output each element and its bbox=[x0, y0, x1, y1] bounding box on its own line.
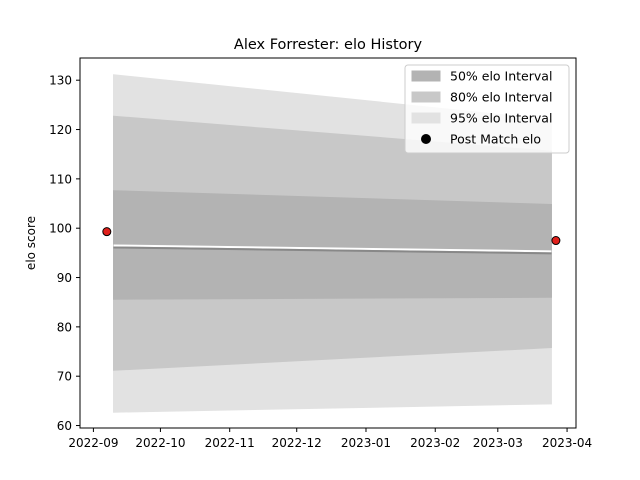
legend-swatch bbox=[411, 91, 441, 103]
x-tick-label: 2022-12 bbox=[272, 436, 322, 450]
y-tick-label: 120 bbox=[49, 123, 72, 137]
post-match-point bbox=[551, 236, 561, 246]
y-tick-label: 60 bbox=[57, 419, 72, 433]
y-tick-label: 90 bbox=[57, 271, 72, 285]
x-tick-label: 2023-02 bbox=[410, 436, 460, 450]
y-tick-label: 100 bbox=[49, 222, 72, 236]
legend-marker bbox=[421, 134, 431, 144]
y-axis-ticks: 60 70 80 90 100 110 120 130 bbox=[49, 74, 80, 433]
legend-label: 50% elo Interval bbox=[450, 69, 552, 84]
legend-box bbox=[404, 64, 570, 154]
y-axis-label: elo score bbox=[24, 216, 38, 270]
x-tick-label: 2022-09 bbox=[68, 436, 118, 450]
x-tick-label: 2022-11 bbox=[205, 436, 255, 450]
y-tick-label: 80 bbox=[57, 320, 72, 334]
y-tick-label: 130 bbox=[49, 74, 72, 88]
plot-frame bbox=[79, 57, 577, 429]
legend-label: 80% elo Interval bbox=[450, 90, 552, 105]
chart-title: Alex Forrester: elo History bbox=[234, 37, 423, 53]
y-tick-label: 70 bbox=[57, 370, 72, 384]
legend-swatch bbox=[411, 70, 441, 82]
legend: 50% elo Interval 80% elo Interval 95% elo … bbox=[404, 64, 570, 154]
x-tick-label: 2023-04 bbox=[542, 436, 592, 450]
interval-bands bbox=[113, 74, 552, 413]
x-axis-ticks: 2022-09 2022-10 2022-11 2022-12 2023-01 2023-… bbox=[68, 428, 592, 450]
legend-swatch bbox=[411, 112, 441, 124]
x-tick-label: 2022-10 bbox=[135, 436, 185, 450]
legend-label: Post Match elo bbox=[450, 132, 541, 147]
post-match-point bbox=[102, 227, 112, 237]
mean-line bbox=[113, 246, 552, 255]
interval-band-50 bbox=[113, 190, 552, 300]
mean-lines bbox=[113, 244, 552, 255]
post-match-points bbox=[102, 227, 561, 246]
y-tick-label: 110 bbox=[49, 172, 72, 186]
mean-line-highlight bbox=[113, 244, 552, 253]
legend-label: 95% elo Interval bbox=[450, 111, 552, 126]
x-tick-label: 2023-01 bbox=[341, 436, 391, 450]
x-tick-label: 2023-03 bbox=[473, 436, 523, 450]
